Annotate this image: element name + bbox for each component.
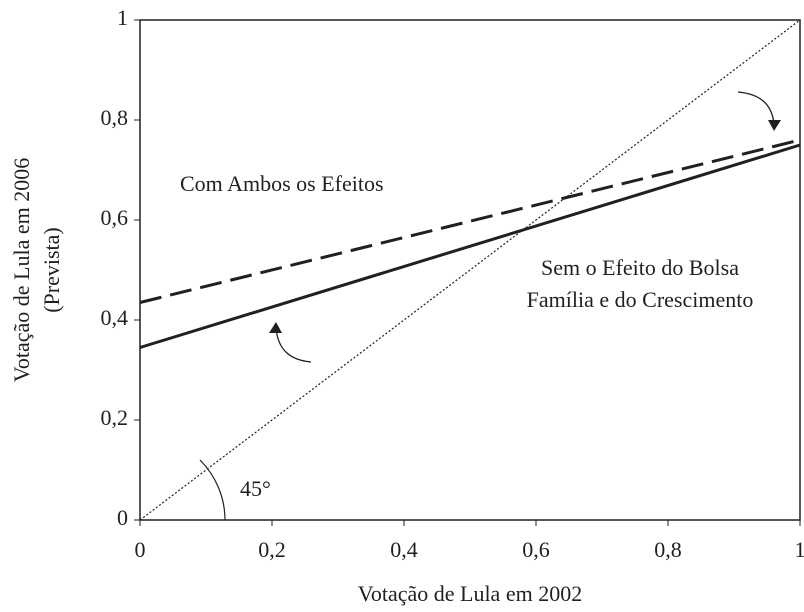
x-tick-label: 1 (795, 537, 804, 562)
y-tick-label: 0 (117, 505, 128, 530)
x-tick-label: 0,6 (522, 537, 550, 562)
annotation-line: 45° (240, 476, 271, 501)
y-axis-label: (Prevista) (39, 227, 64, 313)
annotation: Com Ambos os Efeitos (180, 171, 384, 196)
arrow-head (768, 120, 781, 131)
annotation-line: Família e do Crescimento (527, 287, 754, 312)
annotation: Sem o Efeito do Bolsa Família e do Cresci… (527, 255, 754, 312)
arrow (737, 91, 775, 125)
y-tick-label: 1 (117, 5, 128, 30)
series-line (139, 138, 801, 304)
angle-arc (199, 459, 226, 521)
x-axis-label: Votação de Lula em 2002 (358, 581, 582, 606)
plot-frame (139, 19, 801, 521)
arrow (275, 327, 312, 363)
x-tick-label: 0,2 (258, 537, 286, 562)
y-tick-label: 0,6 (101, 205, 129, 230)
annotation-line: Com Ambos os Efeitos (180, 171, 384, 196)
annotation-line: Sem o Efeito do Bolsa (541, 255, 739, 280)
arrow-head (269, 322, 282, 333)
x-tick-label: 0 (135, 537, 146, 562)
y-axis-label: Votação de Lula em 2006 (9, 158, 34, 382)
y-tick-label: 0,4 (101, 305, 129, 330)
y-tick-label: 0,8 (101, 105, 129, 130)
series-line (139, 143, 801, 349)
y-tick-label: 0,2 (101, 405, 129, 430)
x-tick-label: 0,8 (654, 537, 682, 562)
x-tick-label: 0,4 (390, 537, 418, 562)
annotation: 45° (240, 476, 271, 501)
